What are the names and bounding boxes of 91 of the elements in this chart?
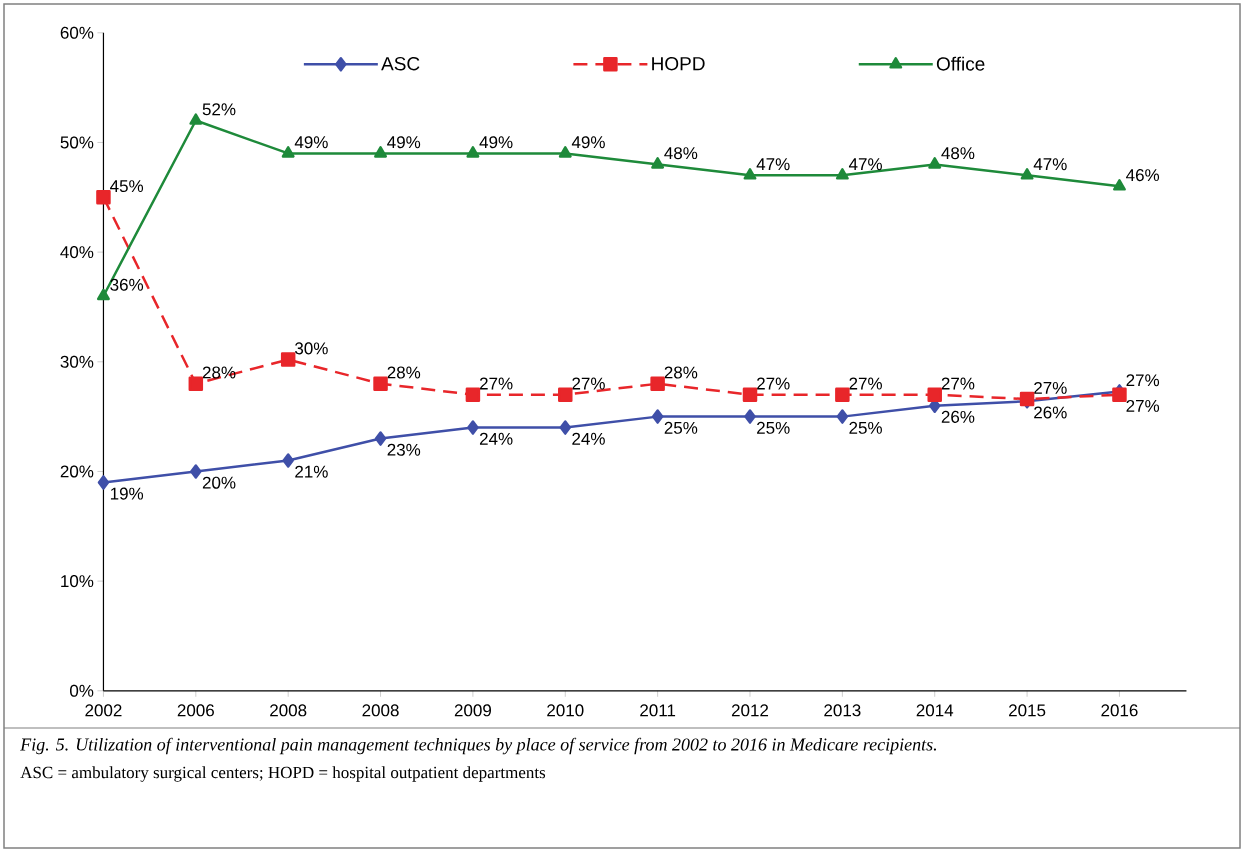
x-tick-label: 2008 [362, 704, 399, 717]
data-label: 28% [387, 366, 421, 379]
x-tick-label: 2010 [547, 704, 584, 717]
data-label: 52% [202, 103, 236, 116]
x-tick-label: 2011 [640, 704, 676, 717]
data-label: 26% [1034, 406, 1067, 419]
x-tick-label: 2012 [731, 704, 769, 717]
data-label: 25% [757, 421, 790, 434]
y-tick-label: 20% [60, 465, 94, 478]
y-tick-label: 0% [70, 684, 94, 697]
point [190, 464, 202, 479]
data-label: 24% [479, 432, 513, 445]
legend-label: Office [936, 56, 985, 71]
point [97, 475, 110, 490]
point [282, 453, 294, 468]
point [835, 168, 849, 180]
point [280, 352, 296, 367]
point [97, 288, 110, 301]
x-tick-label: 2013 [824, 704, 861, 717]
data-label: 27% [941, 377, 975, 390]
y-tick-label: 60% [60, 26, 94, 39]
point [651, 409, 664, 424]
point [96, 190, 111, 205]
y-tick-label: 50% [60, 136, 94, 149]
data-label: 23% [387, 443, 421, 456]
point [1113, 179, 1126, 191]
point [651, 157, 665, 169]
x-tick-label: 2014 [916, 704, 954, 717]
data-label: 25% [664, 421, 698, 434]
data-label: 20% [202, 476, 236, 489]
point [836, 409, 849, 424]
point [835, 387, 850, 402]
data-label: 24% [572, 432, 605, 445]
point [558, 387, 573, 402]
x-tick-label: 2009 [454, 704, 492, 717]
data-label: 36% [110, 278, 144, 291]
data-label: 27% [479, 377, 513, 390]
data-label: 28% [202, 366, 236, 379]
data-label: 48% [941, 147, 975, 160]
data-label: 49% [294, 136, 328, 149]
data-label: 49% [387, 136, 421, 149]
data-label: 19% [110, 487, 144, 500]
point [558, 146, 572, 158]
point [927, 387, 942, 402]
data-label: 47% [756, 158, 790, 171]
data-label: 27% [757, 377, 790, 390]
data-label: 21% [295, 465, 328, 478]
x-tick-label: 2015 [1009, 704, 1046, 717]
data-label: 47% [1033, 158, 1067, 171]
data-label: 30% [295, 342, 328, 355]
point [188, 376, 204, 391]
data-label: 27% [1126, 374, 1160, 387]
data-label: 26% [941, 410, 975, 423]
data-label: 27% [1126, 399, 1160, 412]
x-tick-label: 2002 [85, 704, 122, 717]
point [466, 146, 480, 158]
point [650, 376, 665, 391]
legend-label: HOPD [652, 56, 705, 71]
x-tick-label: 2008 [270, 704, 307, 717]
y-tick-label: 40% [60, 246, 94, 259]
point [374, 146, 387, 158]
point [467, 420, 479, 435]
data-label: 25% [849, 421, 882, 434]
point [374, 431, 387, 446]
point [559, 420, 572, 435]
text: ASC = ambulatory surgical centers; HOPD = hospital outpatient departments [20, 766, 546, 782]
point [189, 113, 203, 125]
point [742, 387, 758, 402]
y-tick-label: 30% [60, 355, 94, 368]
data-label: 28% [664, 366, 698, 379]
data-label: 27% [1034, 381, 1067, 394]
point [928, 157, 942, 169]
data-label: 27% [572, 377, 605, 390]
point [1020, 168, 1034, 180]
legend-label: ASC [381, 56, 420, 71]
data-label: 46% [1126, 169, 1160, 182]
data-label: 49% [571, 136, 605, 149]
point [743, 168, 757, 180]
data-label: 47% [848, 158, 882, 171]
point [373, 376, 388, 391]
data-label: 45% [110, 180, 144, 193]
x-tick-label: 2016 [1101, 704, 1138, 717]
text: Fig. 5. Utilization of interventional pain management techniques by place of service from 2002 to 2016 in Medicare recipients. [20, 737, 937, 755]
data-label: 49% [479, 136, 513, 149]
y-tick-label: 10% [61, 575, 94, 588]
data-label: 27% [849, 377, 882, 390]
point [744, 409, 756, 424]
data-label: 48% [664, 147, 698, 160]
x-tick-label: 2006 [177, 704, 214, 717]
point [465, 387, 481, 402]
point [281, 146, 295, 158]
